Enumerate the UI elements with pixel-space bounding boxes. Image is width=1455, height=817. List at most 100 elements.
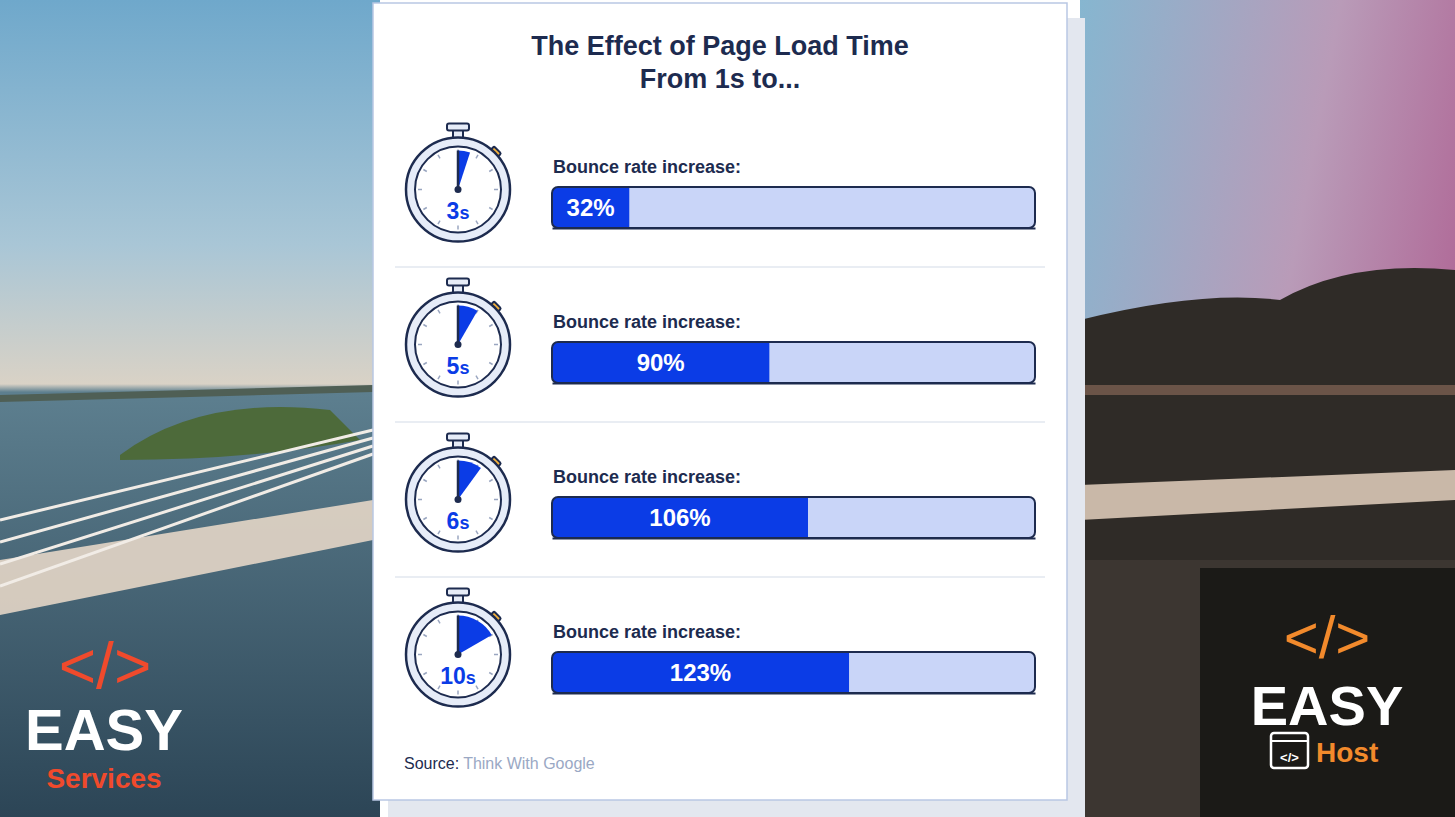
dial-tick xyxy=(418,344,422,346)
stopwatch-case xyxy=(406,138,510,242)
bar-track xyxy=(552,497,1035,538)
bar xyxy=(552,187,629,228)
dial-tick xyxy=(418,189,422,191)
row-separator xyxy=(395,266,1045,268)
plot-frame xyxy=(552,652,1035,693)
dial-tick xyxy=(438,310,440,313)
dial-tick xyxy=(457,226,459,230)
logo-icon-bar xyxy=(1271,740,1308,742)
bar-track xyxy=(552,342,1035,383)
dial-hand xyxy=(457,461,460,500)
stopwatch-dial xyxy=(415,457,501,543)
bar xyxy=(552,497,808,538)
logo-brand: EASY xyxy=(1251,674,1404,737)
dial-tick xyxy=(489,363,492,365)
dial-tick xyxy=(418,499,422,501)
bar-track xyxy=(552,652,1035,693)
left-cable xyxy=(0,438,373,542)
dial-tick xyxy=(494,499,498,501)
dial-tick xyxy=(494,344,498,346)
dial-tick xyxy=(423,518,426,520)
logo-symbol: </> xyxy=(59,630,152,702)
logo-product: Host xyxy=(1316,737,1378,768)
logo-icon-frame xyxy=(1271,733,1308,768)
dial-tick xyxy=(494,189,498,191)
title: The Effect of Page Load Time xyxy=(531,31,909,61)
stopwatch-dial xyxy=(415,147,501,233)
stopwatch-case xyxy=(406,293,510,397)
bar-caption: Bounce rate increase: xyxy=(553,157,741,177)
stopwatch: 3s xyxy=(406,124,510,242)
stopwatch-crown xyxy=(447,124,469,131)
axis-line xyxy=(553,383,1036,385)
dial-tick xyxy=(494,654,498,656)
x-axis xyxy=(553,228,1036,229)
dial-tick xyxy=(418,654,422,656)
left-cable xyxy=(0,454,373,586)
dial-wedge xyxy=(458,306,478,345)
dial-tick xyxy=(423,363,426,365)
stopwatch-crown xyxy=(447,434,469,441)
plot-area xyxy=(552,652,849,693)
dial-tick xyxy=(423,208,426,210)
data-label: 90% xyxy=(637,349,685,376)
left-cable xyxy=(0,446,373,564)
dial-tick xyxy=(476,531,478,534)
plot-frame xyxy=(552,342,1035,383)
stopwatch: 6s xyxy=(406,434,510,552)
logo-product: Services xyxy=(46,763,161,794)
data-label: 123% xyxy=(670,659,731,686)
dial-wedge xyxy=(458,616,492,655)
dial-wedge xyxy=(458,461,481,500)
category-label: 3s xyxy=(447,198,470,224)
right-bridge xyxy=(1080,385,1455,395)
dial-tick xyxy=(423,170,426,172)
axis-line xyxy=(553,228,1036,230)
logo-box xyxy=(1200,568,1455,817)
plot-frame xyxy=(552,497,1035,538)
logo-icon-symbol: </> xyxy=(1280,750,1299,765)
stopwatch-crown xyxy=(447,279,469,286)
row-separator xyxy=(395,576,1045,578)
x-axis xyxy=(553,693,1036,694)
card xyxy=(373,3,1067,800)
dial-tick xyxy=(457,536,459,540)
dial-tick xyxy=(457,691,459,695)
right-hills xyxy=(1080,268,1455,817)
dial-tick xyxy=(438,376,440,379)
plot-area xyxy=(552,497,808,538)
plot-frame xyxy=(552,187,1035,228)
logo-brand: EASY xyxy=(25,697,183,762)
right-photo xyxy=(1080,0,1455,817)
right-deck xyxy=(1080,470,1455,520)
dial-tick xyxy=(438,620,440,623)
dial-tick xyxy=(476,221,478,224)
data-label: 106% xyxy=(649,504,710,531)
source: Source:Think With Google xyxy=(404,755,595,772)
dial-pin xyxy=(455,651,462,658)
plot-area xyxy=(552,187,629,228)
dial-hand xyxy=(457,151,460,190)
dial-hand xyxy=(457,306,460,345)
bar-caption: Bounce rate increase: xyxy=(553,467,741,487)
dial-tick xyxy=(489,170,492,172)
page: The Effect of Page Load TimeFrom 1s to..… xyxy=(0,0,1455,817)
plot-area xyxy=(552,342,769,383)
dial-tick xyxy=(423,673,426,675)
dial-tick xyxy=(489,518,492,520)
dial-tick xyxy=(423,325,426,327)
left-photo xyxy=(0,0,380,817)
dial-tick xyxy=(489,208,492,210)
bar-track xyxy=(552,187,1035,228)
dial-hand xyxy=(457,616,460,655)
dial-tick xyxy=(438,465,440,468)
dial-pin xyxy=(455,186,462,193)
title: From 1s to... xyxy=(640,64,801,94)
category-label: 5s xyxy=(447,353,470,379)
stopwatch-case xyxy=(406,448,510,552)
bar xyxy=(552,652,849,693)
x-axis xyxy=(553,538,1036,539)
dial-tick xyxy=(457,381,459,385)
dial-tick xyxy=(438,221,440,224)
stopwatch-crown xyxy=(447,589,469,596)
